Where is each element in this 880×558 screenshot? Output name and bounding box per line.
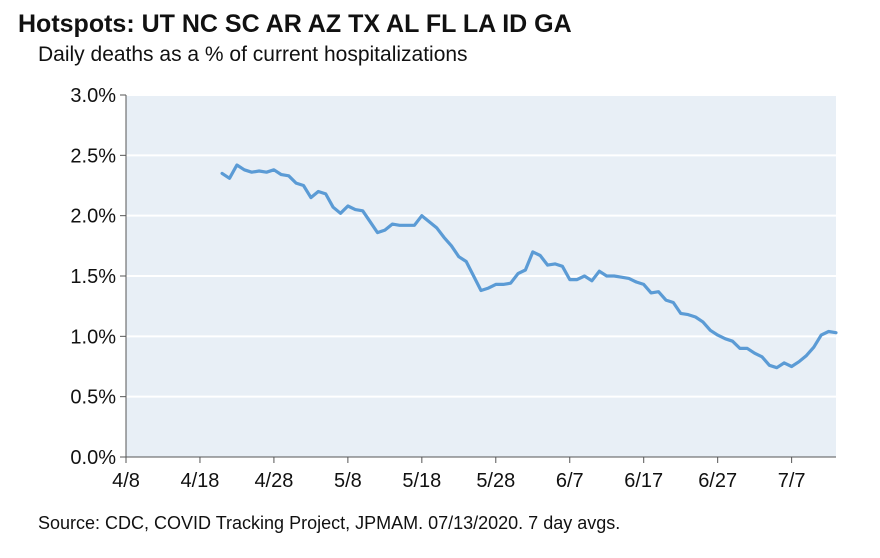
x-tick-label: 5/8 [334, 470, 362, 492]
x-tick-label: 4/18 [180, 470, 219, 492]
chart-subtitle: Daily deaths as a % of current hospitali… [38, 43, 468, 66]
y-tick-label: 1.5% [70, 266, 116, 288]
y-tick-label: 3.0% [70, 85, 116, 107]
x-tick-label: 6/7 [556, 470, 584, 492]
chart-title: Hotspots: UT NC SC AR AZ TX AL FL LA ID … [18, 10, 572, 38]
y-tick-label: 0.5% [70, 387, 116, 409]
x-tick-label: 4/28 [254, 470, 293, 492]
y-tick-label: 1.0% [70, 326, 116, 348]
y-tick-label: 2.5% [70, 145, 116, 167]
y-axis: 0.0% 0.5% 1.0% 1.5% 2.0% 2.5% 3.0% [70, 85, 126, 469]
x-tick-label: 5/18 [402, 470, 441, 492]
y-tick-label: 0.0% [70, 447, 116, 469]
x-tick-label: 6/17 [624, 470, 663, 492]
gridlines [126, 94, 836, 398]
x-tick-label: 4/8 [112, 470, 140, 492]
x-axis: 4/8 4/18 4/28 5/8 5/18 5/28 6/7 6/17 6/27 7/7 [112, 457, 806, 492]
x-tick-label: 6/27 [698, 470, 737, 492]
series-line [220, 163, 838, 370]
x-tick-label: 7/7 [778, 470, 806, 492]
series-group [220, 163, 838, 370]
x-tick-label: 5/28 [476, 470, 515, 492]
chart-source: Source: CDC, COVID Tracking Project, JPM… [38, 513, 621, 533]
y-tick-label: 2.0% [70, 206, 116, 228]
